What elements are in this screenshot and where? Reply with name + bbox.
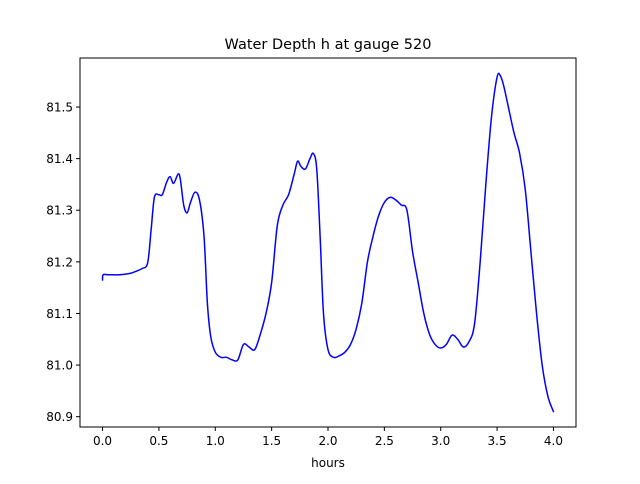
series-line [101,72,555,413]
x-tick-label: 3.0 [431,434,450,448]
y-tick-label: 81.2 [46,255,73,269]
y-tick-label: 81.4 [46,152,73,166]
y-tick-label: 81.3 [46,204,73,218]
y-tick-label: 81.0 [46,359,73,373]
y-tick-label: 80.9 [46,410,73,424]
chart-title: Water Depth h at gauge 520 [225,37,432,53]
tick-layer: 0.0 0.5 1.0 1.5 2.0 2.5 3.0 3.5 4.0 80.9 81.0 81.1 8… [46,101,563,448]
x-tick-label: 0.5 [149,434,168,448]
x-tick-label: 2.0 [318,434,337,448]
y-tick-label: 81.5 [46,101,73,115]
series-layer [101,72,555,413]
x-tick-label: 1.5 [262,434,281,448]
x-tick-label: 2.5 [375,434,394,448]
x-tick-label: 1.0 [206,434,225,448]
x-tick-label: 3.5 [488,434,507,448]
x-tick-label: 0.0 [93,434,112,448]
plot-frame [79,57,577,428]
y-tick-label: 81.1 [46,307,73,321]
x-axis-label: hours [311,456,345,470]
x-tick-label: 4.0 [544,434,563,448]
